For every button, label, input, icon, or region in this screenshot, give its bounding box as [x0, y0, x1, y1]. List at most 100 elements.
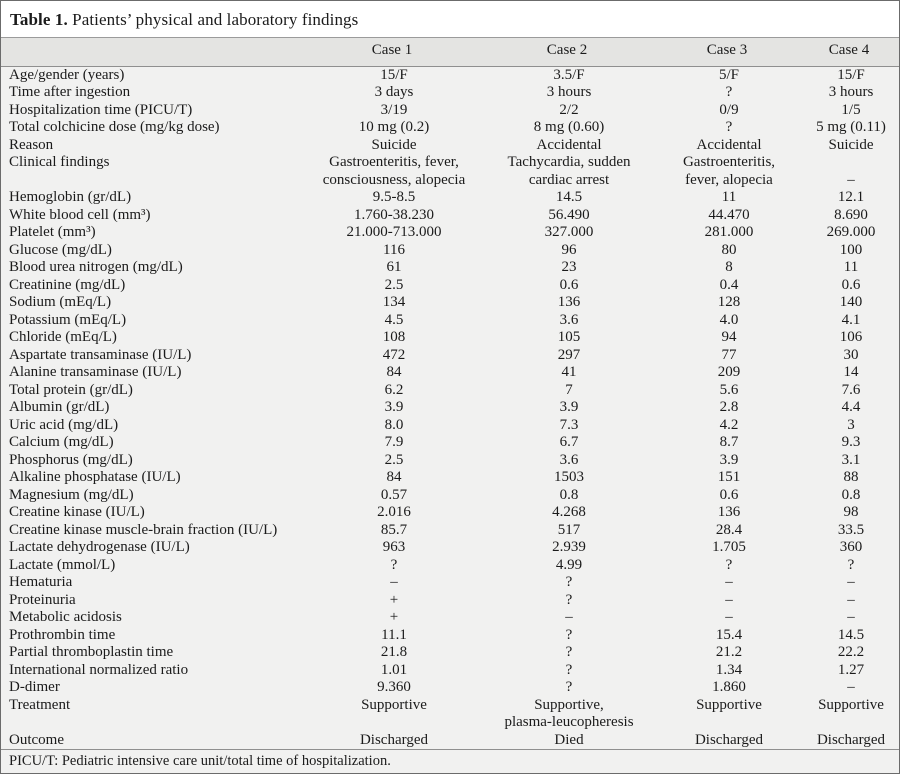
cell-value: Supportive [818, 696, 884, 713]
cell-value: 140 [839, 294, 863, 310]
cell-value: 33.5 [837, 521, 865, 538]
table-row: Hospitalization time (PICU/T) 3/19 2/2 0/9 1… [1, 102, 899, 120]
row-label: Albumin (gr/dL) [9, 399, 110, 415]
table-row: Platelet (mm³) 21.000-713.000 327.000 281.0… [1, 224, 899, 242]
cell-value: 1.01 [380, 661, 408, 678]
cell-value: 209 [717, 364, 741, 380]
table-row: Age/gender (years) 15/F 3.5/F 5/F 15/F [1, 66, 899, 84]
cell-value: Accidental [536, 136, 602, 153]
table-row: Alanine transaminase (IU/L) 84 41 209 14 [1, 364, 899, 382]
cell-value: 21.2 [715, 644, 743, 660]
table-row: Calcium (mg/dL) 7.9 6.7 8.7 9.3 [1, 434, 899, 452]
table-row: Magnesium (mg/dL) 0.57 0.8 0.6 0.8 [1, 487, 899, 505]
cell-value: 0.8 [841, 486, 861, 503]
cell-value: 0.4 [719, 276, 739, 293]
cell-value: 3 hours [546, 84, 592, 100]
table-row: Treatment Supportive Supportive, plasma-le… [1, 697, 899, 732]
table-row: Chloride (mEq/L) 108 105 94 106 [1, 329, 899, 347]
cell-value: 128 [717, 294, 741, 310]
cell-value: 15/F [837, 66, 865, 83]
table-row: D-dimer 9.360? 1.860 – [1, 679, 899, 697]
table-row: International normalized ratio 1.01? 1.34 1… [1, 662, 899, 680]
cell-value: ? [565, 591, 573, 608]
row-label: Uric acid (mg/dL) [9, 416, 119, 433]
cell-value: 3 [847, 416, 855, 433]
cell-value: 14.5 [837, 626, 865, 643]
table-row: Alkaline phosphatase (IU/L) 84 1503 151 88 [1, 469, 899, 487]
cell-value: 136 [717, 504, 741, 520]
row-label: Creatinine (mg/dL) [9, 276, 126, 293]
cell-value: + [389, 591, 399, 608]
cell-value: 6.2 [384, 381, 404, 398]
cell-value: 3.9 [384, 399, 404, 415]
cell-value: 15/F [380, 66, 408, 83]
cell-value: Discharged [816, 731, 886, 748]
table-row: Metabolic acidosis + – – – [1, 609, 899, 627]
row-label: Calcium (mg/dL) [9, 434, 114, 450]
cell-value: 281.000 [704, 224, 754, 240]
cell-value: 4.4 [841, 399, 861, 415]
cell-value: 1.27 [837, 661, 865, 678]
cell-value: 6.7 [559, 434, 579, 450]
row-label: Treatment [9, 696, 71, 713]
row-label: Lactate (mmol/L) [9, 556, 116, 573]
cell-value: 105 [557, 329, 581, 345]
cell-value: ? [565, 626, 573, 643]
table-title-number: Table 1. [10, 10, 68, 29]
cell-value: 8.7 [719, 434, 739, 450]
cell-value: ? [565, 644, 573, 660]
row-label: Total protein (gr/dL) [9, 381, 133, 398]
cell-value: 3.9 [719, 451, 739, 468]
row-label: Hematuria [9, 574, 73, 590]
cell-value: 4.2 [719, 416, 739, 433]
cell-value: 327.000 [544, 224, 594, 240]
cell-value: – [725, 591, 733, 608]
cell-value: 2.5 [384, 451, 404, 468]
cell-value: 96 [561, 241, 577, 258]
column-header-blank [1, 38, 305, 67]
cell-value: Gastroenteritis, fever, consciousness, a… [322, 154, 466, 188]
row-label: Time after ingestion [9, 84, 131, 100]
row-label: White blood cell (mm³) [9, 206, 151, 223]
cell-value: Supportive, plasma-leucopheresis [504, 696, 634, 731]
cell-value: 3.6 [559, 311, 579, 328]
row-label: Clinical findings [9, 154, 110, 170]
cell-value: Tachycardia, sudden cardiac arrest [507, 154, 631, 188]
row-label: D-dimer [9, 679, 60, 695]
cell-value: 108 [382, 329, 406, 345]
table-row: Total colchicine dose (mg/kg dose) 10 mg … [1, 119, 899, 137]
cell-value: – [847, 591, 855, 608]
cell-value: 3 hours [828, 84, 874, 100]
cell-value: 269.000 [826, 224, 876, 240]
row-label: Proteinuria [9, 591, 76, 608]
cell-value: 100 [839, 241, 863, 258]
table-row: Creatinine (mg/dL) 2.5 0.6 0.4 0.6 [1, 277, 899, 295]
cell-value: 0.6 [559, 276, 579, 293]
cell-value: 0/9 [719, 101, 739, 118]
cell-value: 7.6 [841, 381, 861, 398]
table-row: Aspartate transaminase (IU/L) 472 297 77 30 [1, 347, 899, 365]
cell-value: 84 [386, 364, 402, 380]
cell-value: 1.860 [712, 679, 746, 695]
cell-value: 136 [557, 294, 581, 310]
row-label: Reason [9, 136, 54, 153]
cell-value: ? [565, 679, 573, 695]
cell-value: 11 [721, 189, 737, 205]
cell-value: 0.6 [719, 486, 739, 503]
row-label: Hemoglobin (gr/dL) [9, 189, 132, 205]
row-label: Alkaline phosphatase (IU/L) [9, 469, 181, 485]
cell-value: 22.2 [837, 644, 865, 660]
cell-value: – [847, 679, 855, 695]
cell-value: 106 [839, 329, 863, 345]
cell-value: 2.5 [384, 276, 404, 293]
cell-value: 14.5 [555, 189, 583, 205]
table-row: Time after ingestion 3 days 3 hours? 3 hour… [1, 84, 899, 102]
cell-value: 8 mg (0.60) [533, 119, 605, 135]
row-label: Creatine kinase (IU/L) [9, 504, 145, 520]
cell-value: 1.705 [712, 539, 746, 555]
column-header: Case 4 [803, 38, 899, 67]
cell-value: 360 [839, 539, 863, 555]
row-label: Alanine transaminase (IU/L) [9, 364, 182, 380]
cell-value: 5 mg (0.11) [816, 119, 886, 135]
